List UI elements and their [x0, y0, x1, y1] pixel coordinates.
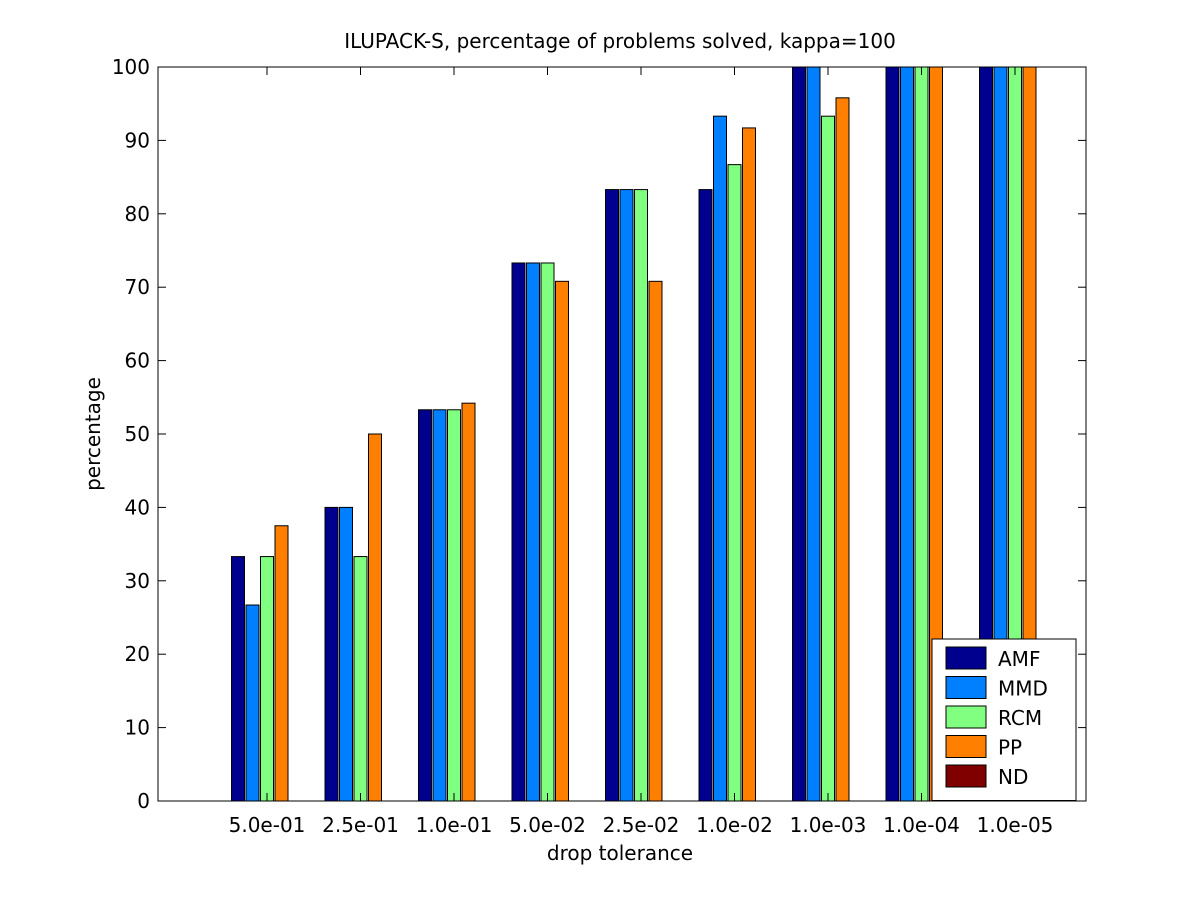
y-tick-label: 10: [125, 716, 150, 740]
bar-pp: [274, 525, 289, 802]
y-tick-label: 90: [125, 128, 150, 152]
y-axis: 0 10 20 30 40 50 60 70 80 90 100: [112, 55, 1086, 813]
legend-label: RCM: [998, 706, 1042, 730]
x-tick-label: 1.0e-04: [883, 813, 960, 837]
y-tick-label: 80: [125, 202, 150, 226]
legend-swatch-rcm: [945, 705, 987, 729]
legend: AMF MMD RCM PP ND: [931, 638, 1077, 801]
bar-amf: [418, 409, 432, 802]
x-tick-label: 2.5e-02: [603, 813, 680, 837]
bar-pp: [461, 402, 476, 802]
bar-pp: [648, 280, 663, 802]
bars-group: [231, 66, 1037, 802]
chart-title: ILUPACK-S, percentage of problems solved…: [344, 29, 896, 53]
bar-mmd: [245, 604, 260, 802]
bar-amf: [698, 189, 713, 802]
plot-border: [157, 66, 1087, 802]
x-tick-label: 1.0e-03: [790, 813, 867, 837]
bar-mmd: [526, 262, 540, 802]
legend-label: PP: [998, 736, 1022, 760]
bar-mmd: [339, 506, 353, 802]
y-tick-label: 0: [137, 789, 150, 813]
x-tick-label: 1.0e-05: [977, 813, 1054, 837]
bar-pp: [835, 97, 850, 802]
x-axis-label: drop tolerance: [547, 841, 693, 865]
x-tick-label: 2.5e-01: [322, 813, 399, 837]
bar-amf: [324, 506, 339, 802]
bar-amf: [605, 189, 619, 802]
y-tick-label: 40: [125, 495, 150, 519]
bar-rcm: [821, 115, 835, 802]
bar-rcm: [447, 409, 461, 802]
bar-mmd: [713, 115, 727, 802]
bar-amf: [231, 556, 245, 802]
bar-mmd: [900, 66, 914, 802]
legend-swatch-amf: [945, 646, 987, 670]
bar-rcm: [540, 262, 555, 802]
bar-pp: [555, 280, 569, 802]
bar-amf: [885, 66, 900, 802]
x-tick-label: 1.0e-01: [416, 813, 493, 837]
bar-pp: [742, 127, 756, 802]
y-tick-label: 30: [125, 569, 150, 593]
legend-swatch-mmd: [945, 676, 987, 699]
y-tick-label: 20: [125, 642, 150, 666]
bar-rcm: [260, 556, 274, 802]
bar-rcm: [634, 189, 648, 802]
legend-label: ND: [998, 765, 1028, 789]
bar-mmd: [806, 66, 821, 802]
bar-mmd: [619, 189, 634, 802]
x-axis: 5.0e-01 2.5e-01 1.0e-01 5.0e-02 2.5e-02 1.0e-…: [229, 67, 1054, 837]
bar-amf: [792, 66, 806, 802]
y-tick-label: 50: [125, 422, 150, 446]
x-tick-label: 5.0e-02: [509, 813, 586, 837]
bar-rcm: [914, 66, 929, 802]
bar-pp: [368, 433, 382, 802]
x-tick-label: 5.0e-01: [229, 813, 306, 837]
legend-swatch-pp: [945, 735, 987, 758]
y-tick-label: 70: [125, 275, 150, 299]
bar-mmd: [432, 409, 447, 802]
legend-label: MMD: [998, 677, 1048, 701]
y-tick-label: 60: [125, 349, 150, 373]
y-axis-label: percentage: [81, 377, 105, 491]
bar-rcm: [353, 556, 368, 802]
bar-amf: [511, 262, 526, 802]
legend-label: AMF: [998, 647, 1040, 671]
bar-rcm: [727, 164, 742, 802]
y-tick-label: 100: [112, 55, 150, 79]
legend-swatch-nd: [945, 764, 987, 788]
x-tick-label: 1.0e-02: [696, 813, 773, 837]
